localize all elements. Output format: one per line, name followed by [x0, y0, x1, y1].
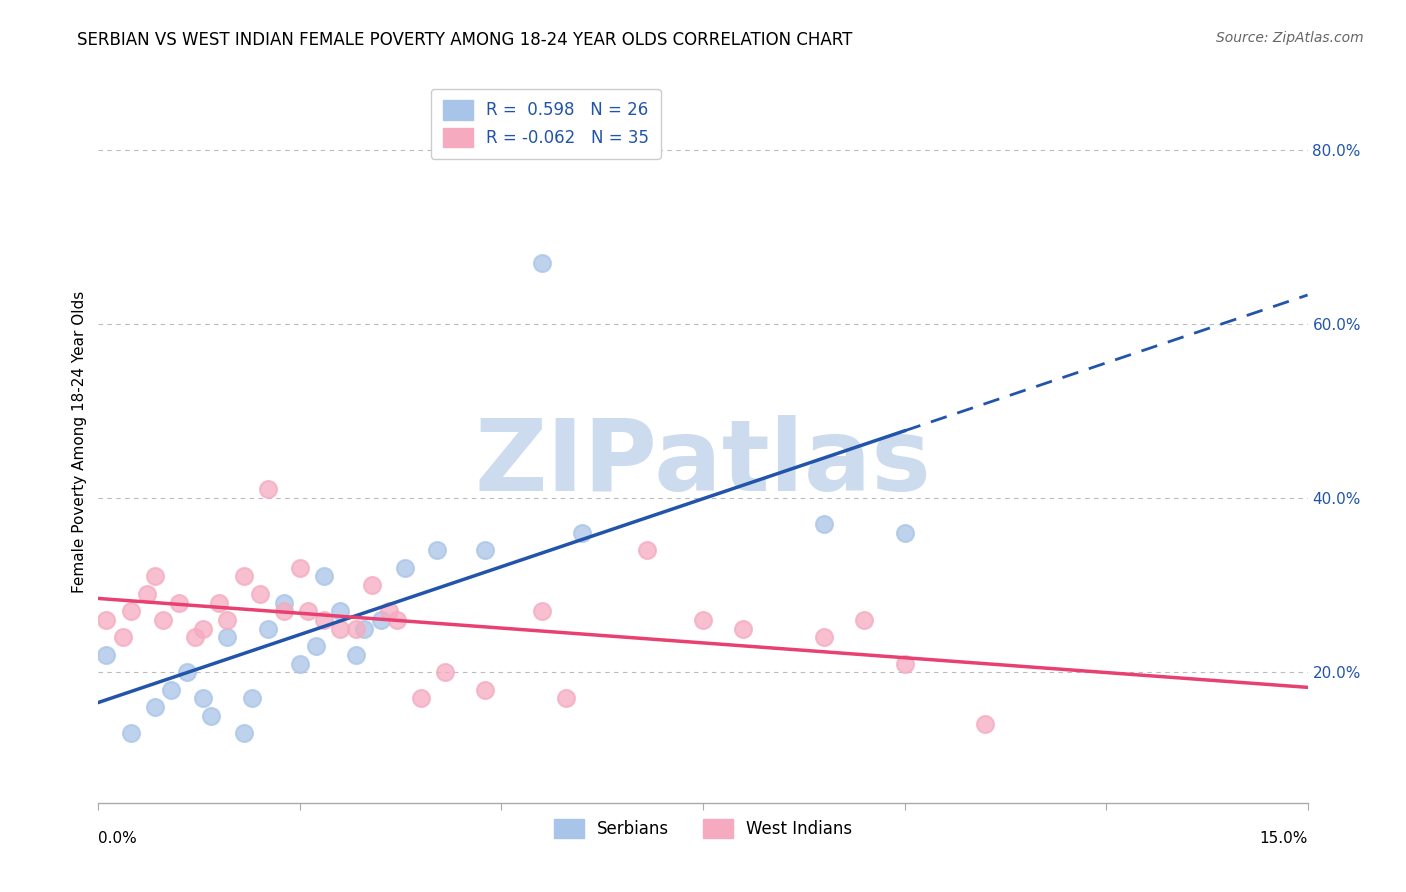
- Legend: Serbians, West Indians: Serbians, West Indians: [547, 813, 859, 845]
- Point: [571, 525, 593, 540]
- Point: [813, 517, 835, 532]
- Point: [314, 569, 336, 583]
- Point: [344, 622, 367, 636]
- Point: [217, 613, 239, 627]
- Point: [288, 657, 311, 671]
- Point: [120, 726, 142, 740]
- Text: 15.0%: 15.0%: [1260, 830, 1308, 846]
- Point: [353, 622, 375, 636]
- Point: [232, 726, 254, 740]
- Point: [426, 543, 449, 558]
- Text: SERBIAN VS WEST INDIAN FEMALE POVERTY AMONG 18-24 YEAR OLDS CORRELATION CHART: SERBIAN VS WEST INDIAN FEMALE POVERTY AM…: [77, 31, 852, 49]
- Point: [256, 622, 278, 636]
- Text: Source: ZipAtlas.com: Source: ZipAtlas.com: [1216, 31, 1364, 45]
- Point: [297, 604, 319, 618]
- Point: [273, 604, 295, 618]
- Point: [893, 657, 915, 671]
- Point: [409, 691, 432, 706]
- Point: [96, 613, 118, 627]
- Point: [160, 682, 183, 697]
- Point: [733, 622, 755, 636]
- Point: [530, 256, 553, 270]
- Point: [184, 631, 207, 645]
- Point: [813, 631, 835, 645]
- Point: [370, 613, 392, 627]
- Point: [143, 700, 166, 714]
- Point: [135, 587, 157, 601]
- Point: [636, 543, 658, 558]
- Point: [329, 604, 352, 618]
- Point: [176, 665, 198, 680]
- Point: [474, 682, 496, 697]
- Point: [232, 569, 254, 583]
- Point: [394, 561, 416, 575]
- Point: [111, 631, 134, 645]
- Point: [853, 613, 876, 627]
- Point: [208, 596, 231, 610]
- Point: [217, 631, 239, 645]
- Point: [555, 691, 578, 706]
- Point: [361, 578, 384, 592]
- Point: [152, 613, 174, 627]
- Point: [240, 691, 263, 706]
- Point: [530, 604, 553, 618]
- Point: [377, 604, 399, 618]
- Point: [193, 622, 215, 636]
- Point: [474, 543, 496, 558]
- Point: [256, 483, 278, 497]
- Point: [143, 569, 166, 583]
- Point: [314, 613, 336, 627]
- Point: [974, 717, 997, 731]
- Text: 0.0%: 0.0%: [98, 830, 138, 846]
- Point: [273, 596, 295, 610]
- Point: [305, 639, 328, 653]
- Text: ZIPatlas: ZIPatlas: [475, 415, 931, 512]
- Point: [692, 613, 714, 627]
- Point: [200, 708, 222, 723]
- Point: [167, 596, 190, 610]
- Point: [120, 604, 142, 618]
- Y-axis label: Female Poverty Among 18-24 Year Olds: Female Poverty Among 18-24 Year Olds: [72, 291, 87, 592]
- Point: [96, 648, 118, 662]
- Point: [193, 691, 215, 706]
- Point: [344, 648, 367, 662]
- Point: [249, 587, 271, 601]
- Point: [893, 525, 915, 540]
- Point: [434, 665, 457, 680]
- Point: [329, 622, 352, 636]
- Point: [385, 613, 408, 627]
- Point: [288, 561, 311, 575]
